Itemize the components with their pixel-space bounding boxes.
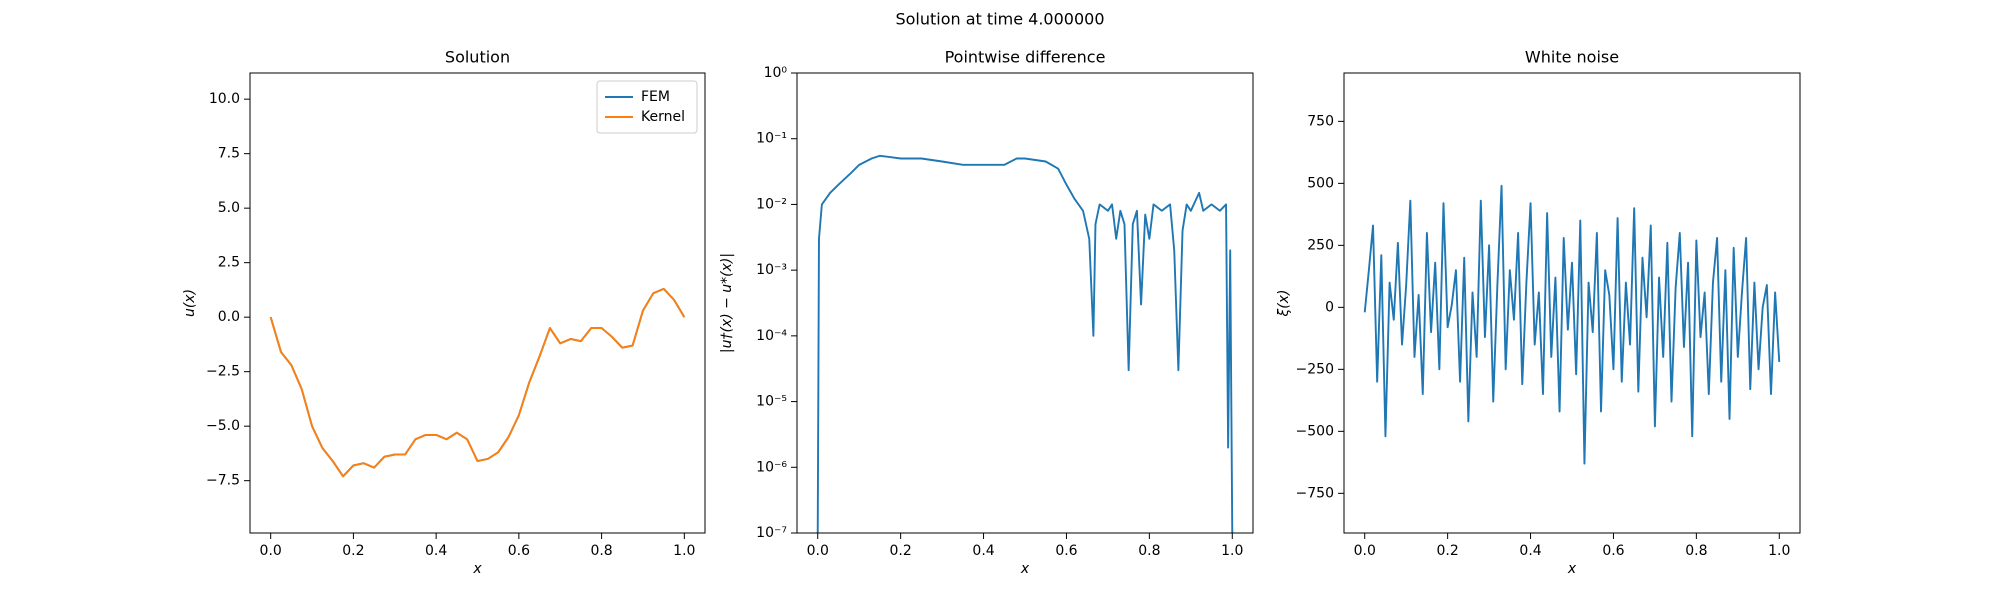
- y-tick-label: 10⁻²: [756, 196, 787, 212]
- axes-frame: [249, 72, 706, 534]
- y-axis-label: ξ(x): [1276, 289, 1292, 317]
- x-axis-label: x: [472, 561, 482, 577]
- y-tick-label: −7.5: [206, 473, 240, 489]
- y-tick-label: 10⁻⁵: [756, 394, 787, 410]
- x-axis-label: x: [1567, 561, 1577, 577]
- plot-area: [1363, 184, 1781, 465]
- x-tick-label: 0.0: [1354, 543, 1376, 559]
- y-tick-label: 10⁻⁷: [756, 525, 787, 541]
- y-tick-label: −2.5: [206, 364, 240, 380]
- y-axis-label: |u†(x) − u*(x)|: [719, 253, 735, 353]
- x-tick-label: 0.4: [1519, 543, 1541, 559]
- figure-title: Solution at time 4.000000: [895, 10, 1104, 29]
- x-tick-label: 0.0: [807, 543, 829, 559]
- x-tick-label: 0.2: [342, 543, 364, 559]
- y-tick-label: 0: [1325, 299, 1334, 315]
- x-tick-label: 0.8: [590, 543, 612, 559]
- y-tick-label: 10⁻¹: [756, 131, 787, 147]
- y-tick-label: 7.5: [218, 146, 240, 162]
- y-tick-label: −750: [1296, 485, 1334, 501]
- y-tick-label: 2.5: [218, 255, 240, 271]
- x-tick-label: 0.6: [1602, 543, 1624, 559]
- y-tick-label: 0.0: [218, 309, 240, 325]
- y-tick-label: 10⁻⁴: [756, 328, 787, 344]
- x-tick-label: 0.6: [1055, 543, 1077, 559]
- x-tick-label: 0.8: [1138, 543, 1160, 559]
- y-tick-label: 5.0: [218, 200, 240, 216]
- y-tick-label: 10⁻³: [756, 262, 787, 278]
- y-tick-label: −5.0: [206, 418, 240, 434]
- data-line: [1363, 184, 1781, 465]
- y-tick-label: 10⁰: [764, 65, 788, 81]
- y-tick-label: 10.0: [209, 91, 240, 107]
- y-tick-label: 10⁻⁶: [756, 459, 787, 475]
- legend-label: Kernel: [641, 109, 685, 125]
- x-tick-label: 1.0: [1221, 543, 1243, 559]
- x-tick-label: 0.4: [972, 543, 994, 559]
- y-tick-label: −250: [1296, 361, 1334, 377]
- x-tick-label: 0.6: [508, 543, 530, 559]
- axes-frame: [796, 72, 1254, 534]
- data-line: [269, 287, 686, 478]
- x-tick-label: 1.0: [673, 543, 695, 559]
- y-tick-label: 250: [1307, 237, 1334, 253]
- y-tick-label: 750: [1307, 113, 1334, 129]
- x-tick-label: 1.0: [1768, 543, 1790, 559]
- data-line: [816, 154, 1234, 533]
- x-tick-label: 0.2: [890, 543, 912, 559]
- x-tick-label: 0.4: [425, 543, 447, 559]
- plot-area: [269, 287, 686, 478]
- plot-area: [816, 154, 1234, 533]
- x-tick-label: 0.2: [1437, 543, 1459, 559]
- y-tick-label: 500: [1307, 175, 1334, 191]
- legend-box: [596, 80, 698, 134]
- axes-frame: [1343, 72, 1801, 534]
- panel-title: Solution: [445, 48, 510, 67]
- panel-title: Pointwise difference: [945, 48, 1106, 67]
- legend-label: FEM: [641, 89, 670, 105]
- y-axis-label: u(x): [182, 289, 198, 317]
- x-tick-label: 0.0: [260, 543, 282, 559]
- x-axis-label: x: [1020, 561, 1030, 577]
- data-line: [269, 287, 686, 478]
- panel-title: White noise: [1525, 48, 1619, 67]
- x-tick-label: 0.8: [1685, 543, 1707, 559]
- y-tick-label: −500: [1296, 423, 1334, 439]
